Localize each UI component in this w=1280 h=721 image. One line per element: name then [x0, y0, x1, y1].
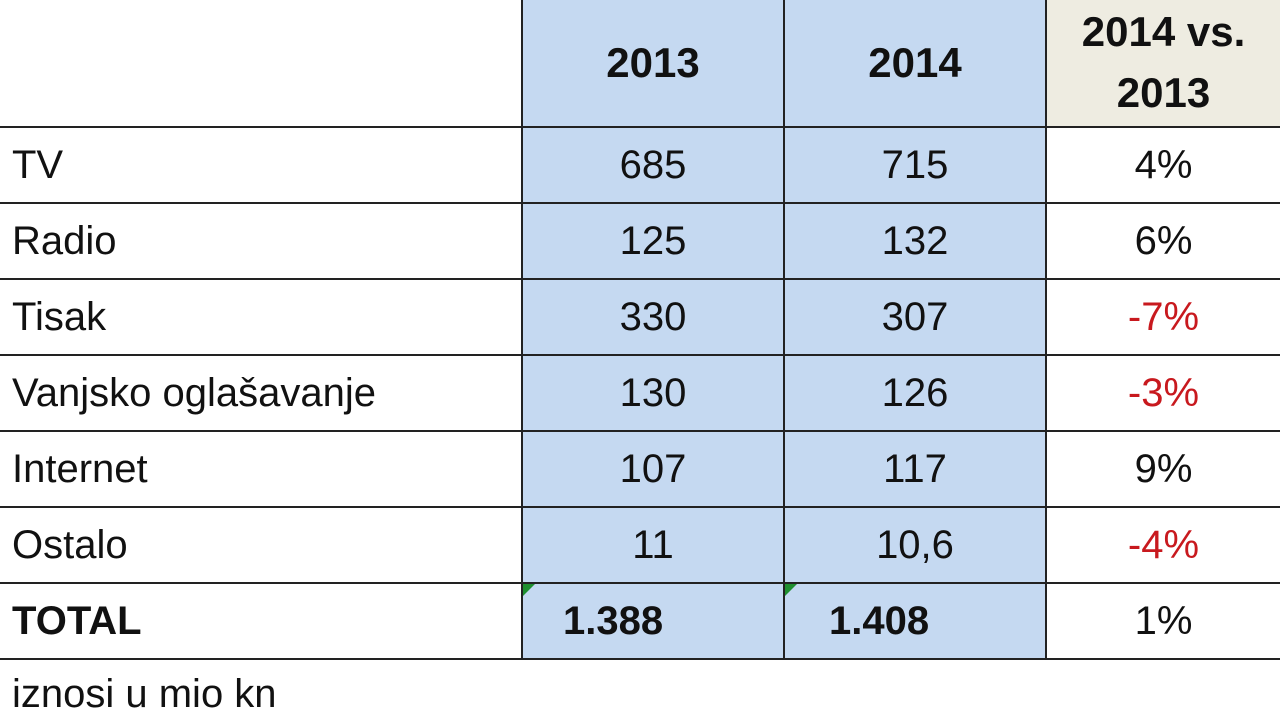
- table-cell: 1.388: [521, 582, 785, 660]
- table-cell: TOTAL: [0, 582, 523, 660]
- cell-marker: [524, 585, 535, 596]
- table-row: Internet 107 117 9%: [0, 430, 1280, 508]
- note: iznosi u mio kn: [12, 672, 277, 716]
- table-cell: 4%: [1045, 126, 1280, 204]
- table-row: Radio 125 132 6%: [0, 202, 1280, 280]
- table-cell: 330: [521, 278, 785, 356]
- table-row: Tisak 330 307 -7%: [0, 278, 1280, 356]
- table-row: Ostalo 11 10,6 -4%: [0, 506, 1280, 584]
- table-cell: 125: [521, 202, 785, 280]
- table-body: 2013 2014 2014 vs. 2013 TV 685 715 4% Radio 125 1…: [0, 0, 1280, 660]
- table-row: TV 685 715 4%: [0, 126, 1280, 204]
- table-cell: 11: [521, 506, 785, 584]
- table-cell: -3%: [1045, 354, 1280, 432]
- table-cell: 6%: [1045, 202, 1280, 280]
- table-cell: -4%: [1045, 506, 1280, 584]
- table-cell: 715: [783, 126, 1047, 204]
- table-cell: 117: [783, 430, 1047, 508]
- table-row: Vanjsko oglašavanje 130 126 -3%: [0, 354, 1280, 432]
- table-cell: Internet: [0, 430, 523, 508]
- table-cell: Ostalo: [0, 506, 523, 584]
- table-cell: 132: [783, 202, 1047, 280]
- table-cell: 9%: [1045, 430, 1280, 508]
- table-cell: -7%: [1045, 278, 1280, 356]
- table-cell: 307: [783, 278, 1047, 356]
- header-row: 2013 2014 2014 vs. 2013: [0, 0, 1280, 128]
- table-cell: 107: [521, 430, 785, 508]
- table-cell: 685: [521, 126, 785, 204]
- table-cell: 1.408: [783, 582, 1047, 660]
- header-cell: 2014: [783, 0, 1047, 128]
- table-cell: TV: [0, 126, 523, 204]
- table-row: TOTAL 1.388 1.408 1%: [0, 582, 1280, 660]
- table-cell: Vanjsko oglašavanje: [0, 354, 523, 432]
- cell-marker: [786, 585, 797, 596]
- table-cell: 10,6: [783, 506, 1047, 584]
- table-cell: 130: [521, 354, 785, 432]
- data-table: 2013 2014 2014 vs. 2013 TV 685 715 4% Radio 125 1…: [0, 0, 1280, 660]
- table-cell: Tisak: [0, 278, 523, 356]
- table-cell: 126: [783, 354, 1047, 432]
- header-cell: 2014 vs. 2013: [1045, 0, 1280, 128]
- table-cell: 1%: [1045, 582, 1280, 660]
- header-cell: 2013: [521, 0, 785, 128]
- table-cell: Radio: [0, 202, 523, 280]
- header-cell: [0, 0, 523, 128]
